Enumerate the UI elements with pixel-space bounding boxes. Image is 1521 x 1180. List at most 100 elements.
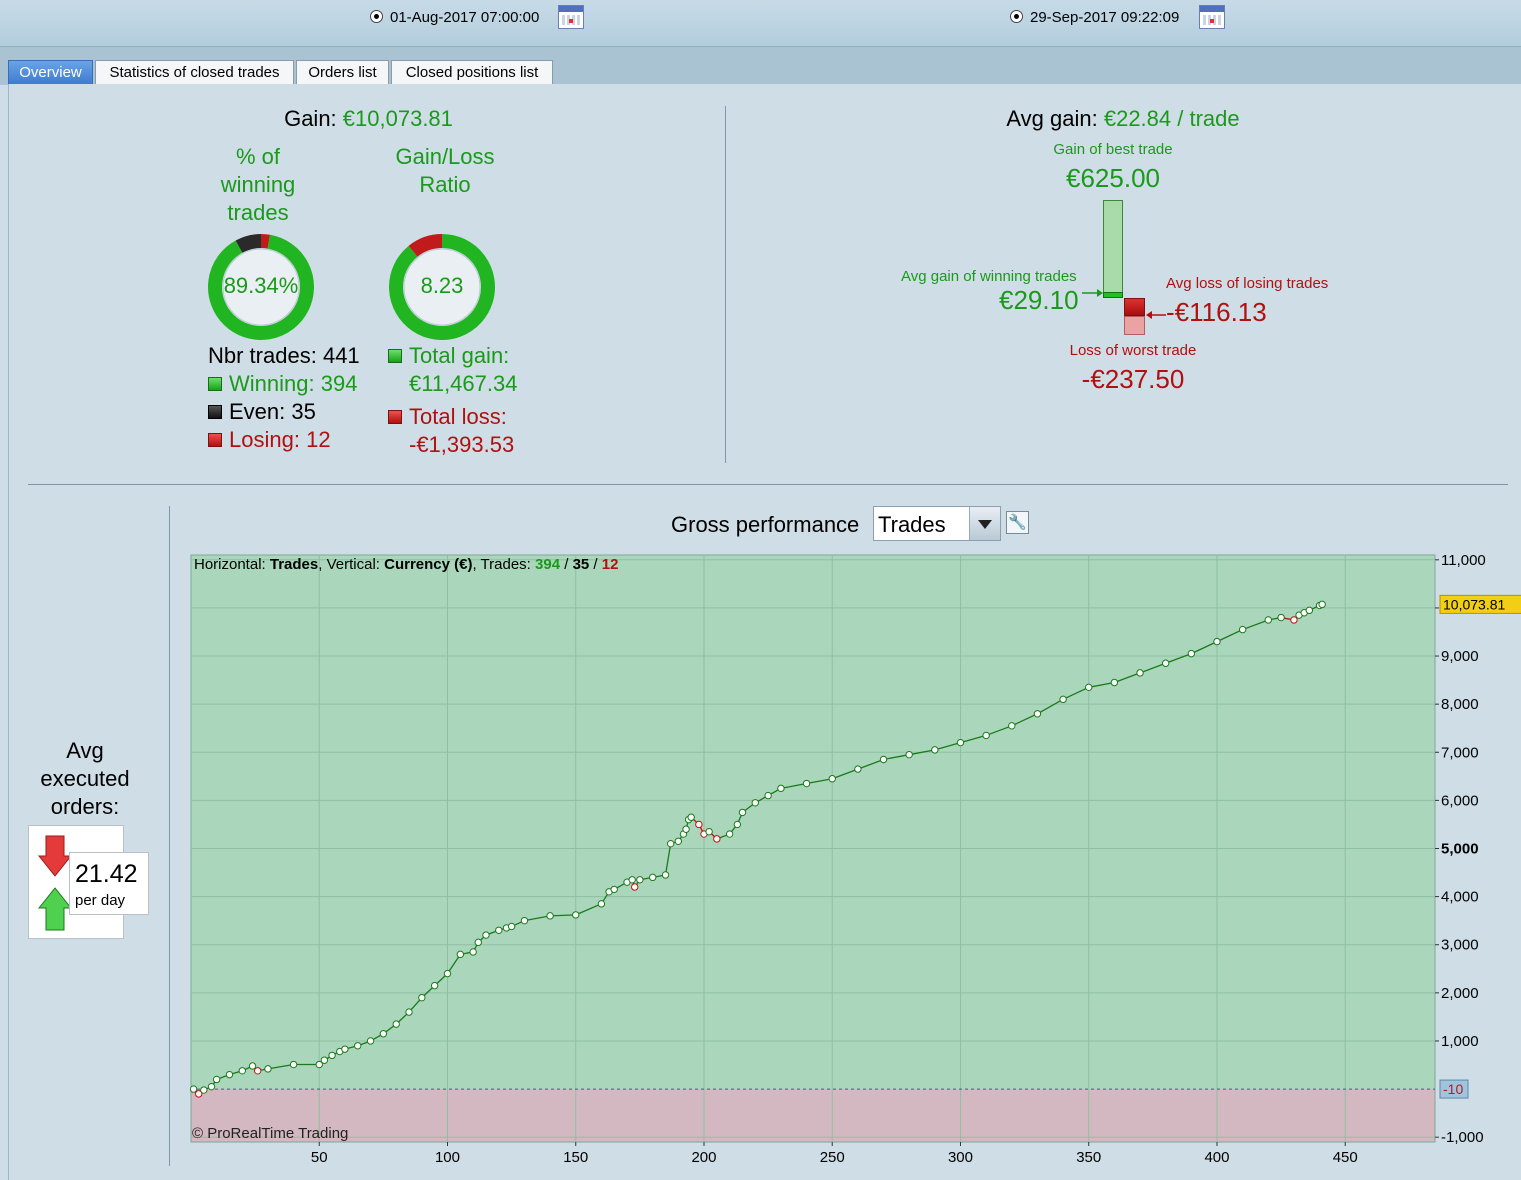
data-point xyxy=(456,950,465,959)
worst-trade-value: -€237.50 xyxy=(1081,364,1185,394)
avg-win-label: Avg gain of winning trades xyxy=(901,268,1077,285)
x-tick-label: 50 xyxy=(311,1149,328,1166)
wrench-icon[interactable]: 🔧 xyxy=(1006,511,1029,534)
data-point xyxy=(905,750,913,759)
end-date-radio[interactable] xyxy=(1010,10,1023,23)
nbr-trades-label: Nbr trades: xyxy=(208,343,317,368)
data-point xyxy=(443,969,452,978)
tab-statistics-closed-trades[interactable]: Statistics of closed trades xyxy=(95,60,294,84)
data-point xyxy=(802,779,811,788)
info-vertical-label: , Vertical: xyxy=(318,556,380,573)
negative-area xyxy=(191,1089,1435,1142)
series-segment xyxy=(934,742,961,751)
x-tick-label: 450 xyxy=(1333,1149,1358,1166)
data-point xyxy=(1305,606,1314,615)
series-segment xyxy=(1088,681,1115,688)
series-segment xyxy=(832,768,859,780)
data-point xyxy=(1008,722,1016,730)
info-sep2: / xyxy=(589,556,602,573)
y-tick-label: 3,000 xyxy=(1441,937,1479,954)
data-point xyxy=(828,775,836,783)
data-point xyxy=(777,784,785,793)
end-date-text[interactable]: 29-Sep-2017 09:22:09 xyxy=(1030,9,1180,26)
data-point xyxy=(546,912,554,920)
start-date-radio[interactable] xyxy=(370,10,383,23)
best-trade-label: Gain of best trade xyxy=(1053,141,1173,158)
data-point xyxy=(253,1067,262,1075)
even-legend-square xyxy=(208,405,222,419)
data-point xyxy=(225,1070,234,1079)
avg-orders-title: Avg executed orders: xyxy=(20,737,150,821)
tab-orders-list[interactable]: Orders list xyxy=(296,60,389,84)
last-value-marker xyxy=(1439,594,1521,614)
series-segment xyxy=(1165,653,1192,664)
data-point xyxy=(751,799,759,807)
avg-win-value: €29.10 xyxy=(999,285,1079,315)
total-loss-legend-square xyxy=(388,410,402,424)
even-label: Even: xyxy=(229,399,286,424)
data-point xyxy=(636,876,644,884)
zero-value-label: -10 xyxy=(1443,1081,1463,1097)
data-point xyxy=(661,871,670,879)
donut-even-segment xyxy=(235,234,262,253)
info-sep1: / xyxy=(560,556,573,573)
data-point xyxy=(1085,683,1093,692)
gl-ratio-title-line2: Ratio xyxy=(419,172,471,197)
avg-orders-title-line3: orders: xyxy=(50,794,120,819)
data-point xyxy=(189,1085,198,1093)
last-value-label: 10,073.81 xyxy=(1443,596,1505,612)
total-gain-value: €11,467.34 xyxy=(409,371,518,396)
chart-info: Horizontal: Trades, Vertical: Currency (… xyxy=(194,556,618,573)
worst-trade-bar xyxy=(1124,316,1145,335)
data-point xyxy=(956,738,965,747)
even-count: Even: 35 xyxy=(229,399,316,425)
y-tick-label: 9,000 xyxy=(1441,648,1479,665)
tab-closed-positions-list[interactable]: Closed positions list xyxy=(391,60,553,84)
info-vertical-value: Currency (€) xyxy=(384,556,473,573)
data-point xyxy=(597,900,606,908)
performance-mode-dropdown[interactable]: Trades xyxy=(873,506,1001,541)
y-tick-label: 1,000 xyxy=(1441,1033,1479,1050)
nbr-trades-value: 441 xyxy=(322,343,360,368)
data-point xyxy=(1290,616,1298,624)
dropdown-value: Trades xyxy=(878,512,946,537)
y-tick-label: 6,000 xyxy=(1441,792,1479,809)
data-point xyxy=(1318,600,1326,609)
data-point xyxy=(212,1075,221,1084)
pct-winning-title: % of winning trades xyxy=(188,143,328,227)
donut-center xyxy=(403,248,481,326)
gl-ratio-title: Gain/Loss Ratio xyxy=(370,143,520,199)
data-point xyxy=(207,1082,216,1091)
nbr-trades: Nbr trades: 441 xyxy=(208,343,360,369)
winning-count: Winning: 394 xyxy=(229,371,357,397)
series-segment xyxy=(960,734,987,744)
donut-winning-segment xyxy=(208,234,314,340)
data-point xyxy=(1136,669,1144,677)
y-tick-label: -1,000 xyxy=(1441,1129,1484,1146)
chevron-down-icon[interactable] xyxy=(969,507,1000,540)
tab-overview[interactable]: Overview xyxy=(8,60,93,84)
data-point xyxy=(725,830,734,838)
donut-losing-segment xyxy=(260,234,271,249)
data-point xyxy=(1161,659,1170,667)
series-segment xyxy=(664,843,672,876)
orders-value-card xyxy=(69,852,149,915)
y-tick-label: 7,000 xyxy=(1441,744,1479,761)
best-trade-value: €625.00 xyxy=(1066,163,1160,193)
avg-win-arrow-icon xyxy=(1082,289,1103,297)
data-point xyxy=(682,825,690,833)
x-tick-label: 400 xyxy=(1204,1149,1229,1166)
data-point xyxy=(610,885,618,894)
pct-winning-title-line1: % of xyxy=(235,144,281,169)
avg-loss-bar xyxy=(1124,298,1145,316)
total-loss-value: -€1,393.53 xyxy=(409,432,515,457)
start-calendar-icon[interactable] xyxy=(558,5,584,29)
pct-winning-title-line3: trades xyxy=(227,200,289,225)
start-date-text[interactable]: 01-Aug-2017 07:00:00 xyxy=(390,9,540,26)
data-point xyxy=(1277,613,1285,622)
avg-win-bar xyxy=(1103,292,1123,298)
data-point xyxy=(341,1045,349,1053)
y-tick-label: 5,000 xyxy=(1441,841,1479,858)
data-point xyxy=(1110,678,1119,687)
end-calendar-icon[interactable] xyxy=(1199,5,1225,29)
